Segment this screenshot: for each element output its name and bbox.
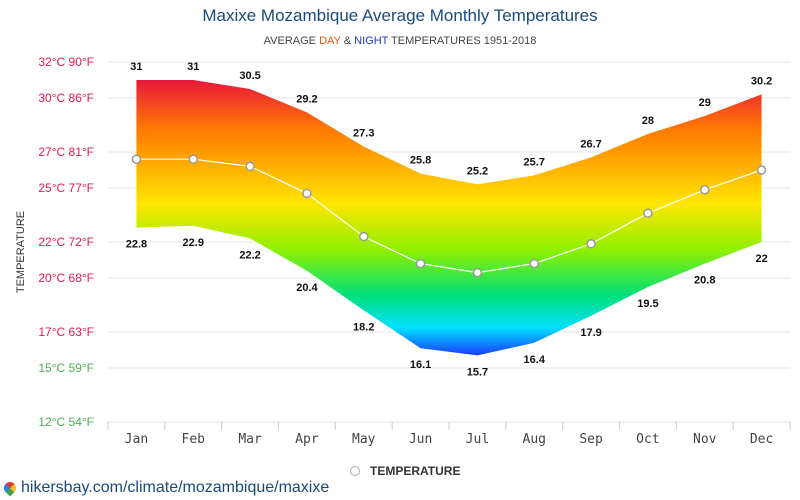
chart-legend[interactable]: TEMPERATURE xyxy=(350,464,460,478)
day-temperature-label: 30.5 xyxy=(239,70,260,82)
average-temperature-point xyxy=(472,267,483,278)
x-tick-label: Oct xyxy=(636,432,659,447)
night-temperature-label: 22 xyxy=(755,253,767,265)
day-temperature-label: 29 xyxy=(699,97,711,109)
chart-subtitle: AVERAGE DAY & NIGHT TEMPERATURES 1951-20… xyxy=(0,35,800,47)
y-tick-label: 12°C 54°F xyxy=(38,415,94,429)
average-temperature-point xyxy=(188,154,198,164)
day-temperature-label: 28 xyxy=(642,115,654,127)
source-url: hikersbay.com/climate/mozambique/maxixe xyxy=(21,479,330,496)
x-tick-label: Feb xyxy=(182,432,206,447)
average-temperature-point xyxy=(586,239,596,249)
legend-marker-icon xyxy=(350,466,360,476)
temperature-range-area xyxy=(136,80,762,356)
average-temperature-point xyxy=(756,165,767,175)
day-temperature-label: 26.7 xyxy=(580,138,601,150)
day-temperature-label: 31 xyxy=(130,61,142,73)
y-tick-label: 15°C 59°F xyxy=(38,361,94,375)
day-temperature-label: 25.8 xyxy=(410,155,431,167)
y-tick-label: 25°C 77°F xyxy=(38,181,94,195)
average-temperature-point xyxy=(643,208,653,218)
day-temperature-label: 25.2 xyxy=(467,165,488,177)
subtitle-night: NIGHT xyxy=(354,35,389,47)
subtitle-suffix: TEMPERATURES 1951-2018 xyxy=(391,35,537,47)
average-temperature-point xyxy=(529,258,539,269)
night-temperature-label: 17.9 xyxy=(580,327,601,339)
map-pin-icon xyxy=(1,479,19,497)
average-temperature-point xyxy=(359,231,369,242)
x-tick-label: Mar xyxy=(238,432,262,447)
day-temperature-label: 27.3 xyxy=(353,128,374,140)
average-temperature-point xyxy=(131,154,142,164)
x-tick-label: Aug xyxy=(523,432,546,447)
night-temperature-label: 20.8 xyxy=(694,275,715,287)
y-tick-label: 32°C 90°F xyxy=(38,55,94,69)
night-temperature-label: 15.7 xyxy=(467,366,488,378)
night-temperature-label: 19.5 xyxy=(637,298,658,310)
subtitle-prefix: AVERAGE xyxy=(263,35,317,47)
night-temperature-label: 16.4 xyxy=(524,354,546,366)
night-temperature-label: 22.8 xyxy=(126,239,147,251)
x-tick-label: Nov xyxy=(693,432,717,447)
y-tick-label: 17°C 63°F xyxy=(38,325,94,339)
legend-label: TEMPERATURE xyxy=(370,464,461,478)
x-tick-label: Jul xyxy=(466,432,489,447)
subtitle-day: DAY xyxy=(319,35,341,47)
average-temperature-point xyxy=(415,258,426,269)
chart-title: Maxixe Mozambique Average Monthly Temper… xyxy=(202,6,598,25)
average-temperature-point xyxy=(245,161,255,172)
source-link[interactable]: hikersbay.com/climate/mozambique/maxixe xyxy=(1,479,330,497)
night-temperature-label: 20.4 xyxy=(296,282,318,294)
night-temperature-label: 18.2 xyxy=(353,321,374,333)
y-axis-title: TEMPERATURE xyxy=(15,211,27,293)
day-temperature-label: 29.2 xyxy=(296,93,317,105)
y-tick-label: 22°C 72°F xyxy=(38,235,94,249)
x-tick-label: Jan xyxy=(125,432,148,447)
night-temperature-label: 22.9 xyxy=(183,237,204,249)
subtitle-amp: & xyxy=(343,35,352,47)
y-tick-label: 20°C 68°F xyxy=(38,271,94,285)
y-tick-label: 27°C 81°F xyxy=(38,145,94,159)
x-tick-label: Sep xyxy=(579,432,603,447)
average-temperature-line xyxy=(136,158,762,274)
y-tick-label: 30°C 86°F xyxy=(38,91,94,105)
x-tick-label: Apr xyxy=(295,432,319,447)
x-tick-label: May xyxy=(352,432,376,447)
x-tick-label: Jun xyxy=(409,432,432,447)
night-temperature-label: 22.2 xyxy=(239,249,260,261)
day-temperature-label: 25.7 xyxy=(524,156,545,168)
day-temperature-label: 31 xyxy=(187,61,199,73)
night-temperature-label: 16.1 xyxy=(410,359,431,371)
average-temperature-point xyxy=(302,188,312,199)
x-tick-label: Dec xyxy=(750,432,773,447)
day-temperature-label: 30.2 xyxy=(751,75,772,87)
average-temperature-point xyxy=(700,185,710,195)
